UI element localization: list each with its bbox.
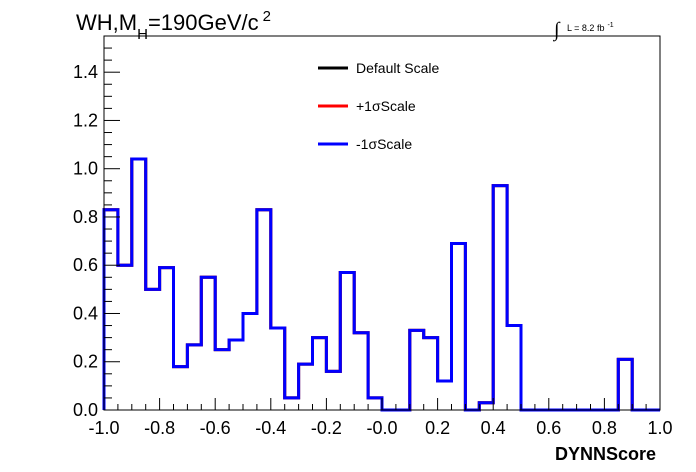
y-tick-label: 0.4 bbox=[73, 303, 98, 323]
x-tick-label: -1.0 bbox=[88, 418, 119, 438]
y-tick-label: 1.4 bbox=[73, 62, 98, 82]
lumi-label: L = 8.2 fb -1 bbox=[567, 22, 614, 33]
x-tick-label: 1.0 bbox=[647, 418, 672, 438]
x-tick-label: 0.6 bbox=[536, 418, 561, 438]
x-tick-label: -0.2 bbox=[311, 418, 342, 438]
chart-title: WH,MH=190GeV/c 2 bbox=[76, 8, 271, 43]
x-tick-label: -0.8 bbox=[144, 418, 175, 438]
x-tick-label: -0.0 bbox=[366, 418, 397, 438]
legend-label-2: -1σScale bbox=[356, 136, 412, 152]
y-tick-label: 0.8 bbox=[73, 207, 98, 227]
lumi-integral-symbol: ∫ bbox=[552, 19, 561, 42]
y-tick-label: 0.2 bbox=[73, 352, 98, 372]
y-tick-label: 0.0 bbox=[73, 400, 98, 420]
x-tick-label: 0.8 bbox=[592, 418, 617, 438]
y-tick-label: 1.2 bbox=[73, 110, 98, 130]
x-tick-label: -0.4 bbox=[255, 418, 286, 438]
legend: Default Scale +1σScale -1σScale bbox=[318, 60, 439, 152]
axes: -1.0 -0.8 -0.6 -0.4 -0.2 -0.0 0.2 0.4 0.6 0.8 1.0 0… bbox=[73, 35, 673, 438]
x-tick-label: 0.4 bbox=[481, 418, 506, 438]
y-tick-label: 1.0 bbox=[73, 159, 98, 179]
x-tick-label: -0.6 bbox=[200, 418, 231, 438]
x-axis-label: DYNNScore bbox=[555, 444, 656, 464]
legend-label-1: +1σScale bbox=[356, 98, 416, 114]
x-tick-label: 0.2 bbox=[425, 418, 450, 438]
legend-label-0: Default Scale bbox=[356, 60, 439, 76]
y-tick-label: 0.6 bbox=[73, 255, 98, 275]
